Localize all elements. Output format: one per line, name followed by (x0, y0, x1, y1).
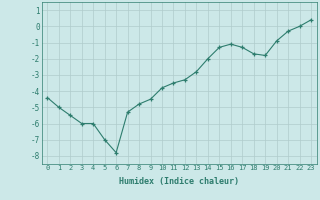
X-axis label: Humidex (Indice chaleur): Humidex (Indice chaleur) (119, 177, 239, 186)
